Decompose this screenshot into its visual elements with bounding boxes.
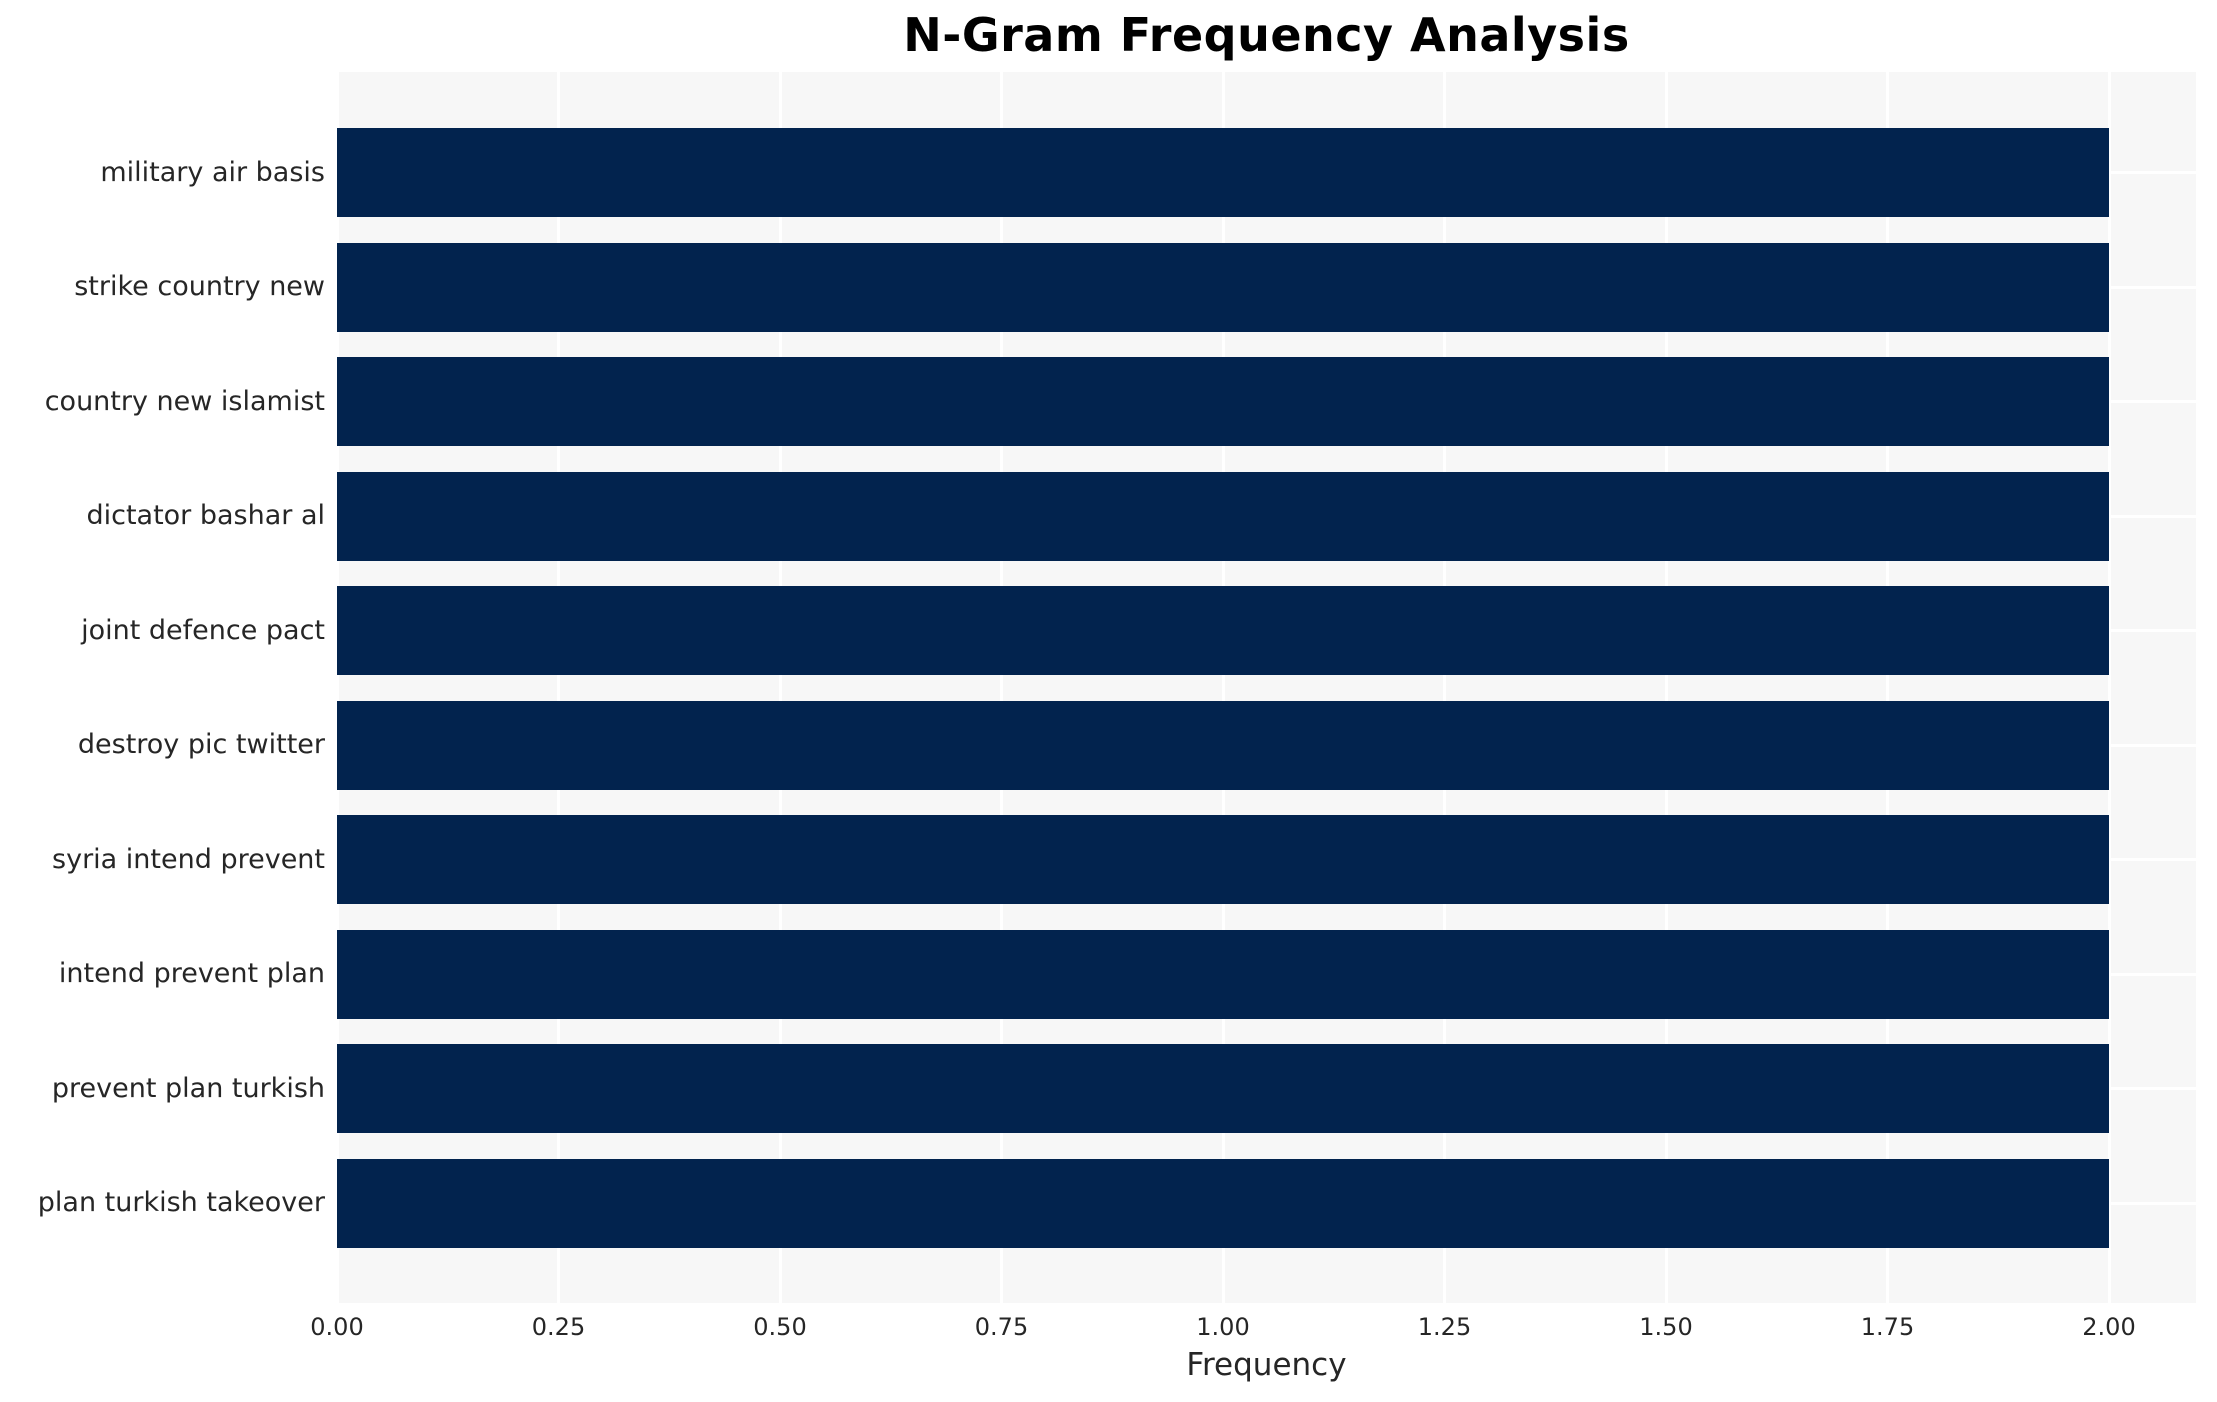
bar — [337, 1044, 2109, 1133]
y-tick-label: intend prevent plan — [58, 958, 325, 989]
gridline-vertical — [335, 72, 339, 1303]
y-tick-label: dictator bashar al — [86, 500, 325, 531]
gridline-vertical — [557, 72, 560, 1303]
gridline-vertical — [1221, 72, 1225, 1303]
x-tick-label: 0.75 — [974, 1313, 1029, 1341]
bar — [337, 471, 2109, 561]
plot-area — [335, 72, 2196, 1303]
y-tick-label: prevent plan turkish — [51, 1072, 325, 1104]
y-tick-label: destroy pic twitter — [77, 729, 325, 760]
bar — [337, 357, 2109, 446]
bar — [337, 1158, 2109, 1248]
x-tick-label: 1.25 — [1417, 1313, 1472, 1341]
gridline-vertical — [1664, 72, 1668, 1303]
x-axis-label: Frequency — [1186, 1347, 1347, 1383]
bar — [337, 700, 2109, 790]
bar — [337, 586, 2109, 675]
x-tick-label: 1.50 — [1639, 1313, 1693, 1341]
x-tick-label: 2.00 — [2082, 1313, 2136, 1341]
x-tick-label: 0.00 — [310, 1313, 364, 1341]
bar — [337, 242, 2109, 332]
y-tick-label: syria intend prevent — [52, 843, 325, 875]
x-tick-label: 1.75 — [1860, 1313, 1915, 1341]
x-tick-label: 0.50 — [753, 1313, 807, 1341]
y-tick-label: joint defence pact — [81, 614, 325, 646]
gridline-vertical — [778, 72, 782, 1303]
y-tick-label: plan turkish takeover — [37, 1187, 325, 1218]
bar — [337, 128, 2109, 217]
y-tick-label: military air basis — [100, 156, 325, 188]
bar — [337, 929, 2109, 1019]
gridline-vertical — [1000, 72, 1003, 1303]
x-tick-label: 0.25 — [531, 1313, 586, 1341]
x-tick-label: 1.00 — [1196, 1313, 1250, 1341]
chart-title: N-Gram Frequency Analysis — [903, 8, 1630, 62]
y-axis: military air basis strike country new coun… — [0, 0, 325, 1402]
gridline-vertical — [1443, 72, 1446, 1303]
y-tick-label: country new islamist — [44, 385, 325, 417]
gridline-vertical — [2107, 72, 2111, 1303]
gridline-vertical — [1886, 72, 1889, 1303]
bar — [337, 815, 2109, 904]
y-tick-label: strike country new — [74, 271, 325, 302]
